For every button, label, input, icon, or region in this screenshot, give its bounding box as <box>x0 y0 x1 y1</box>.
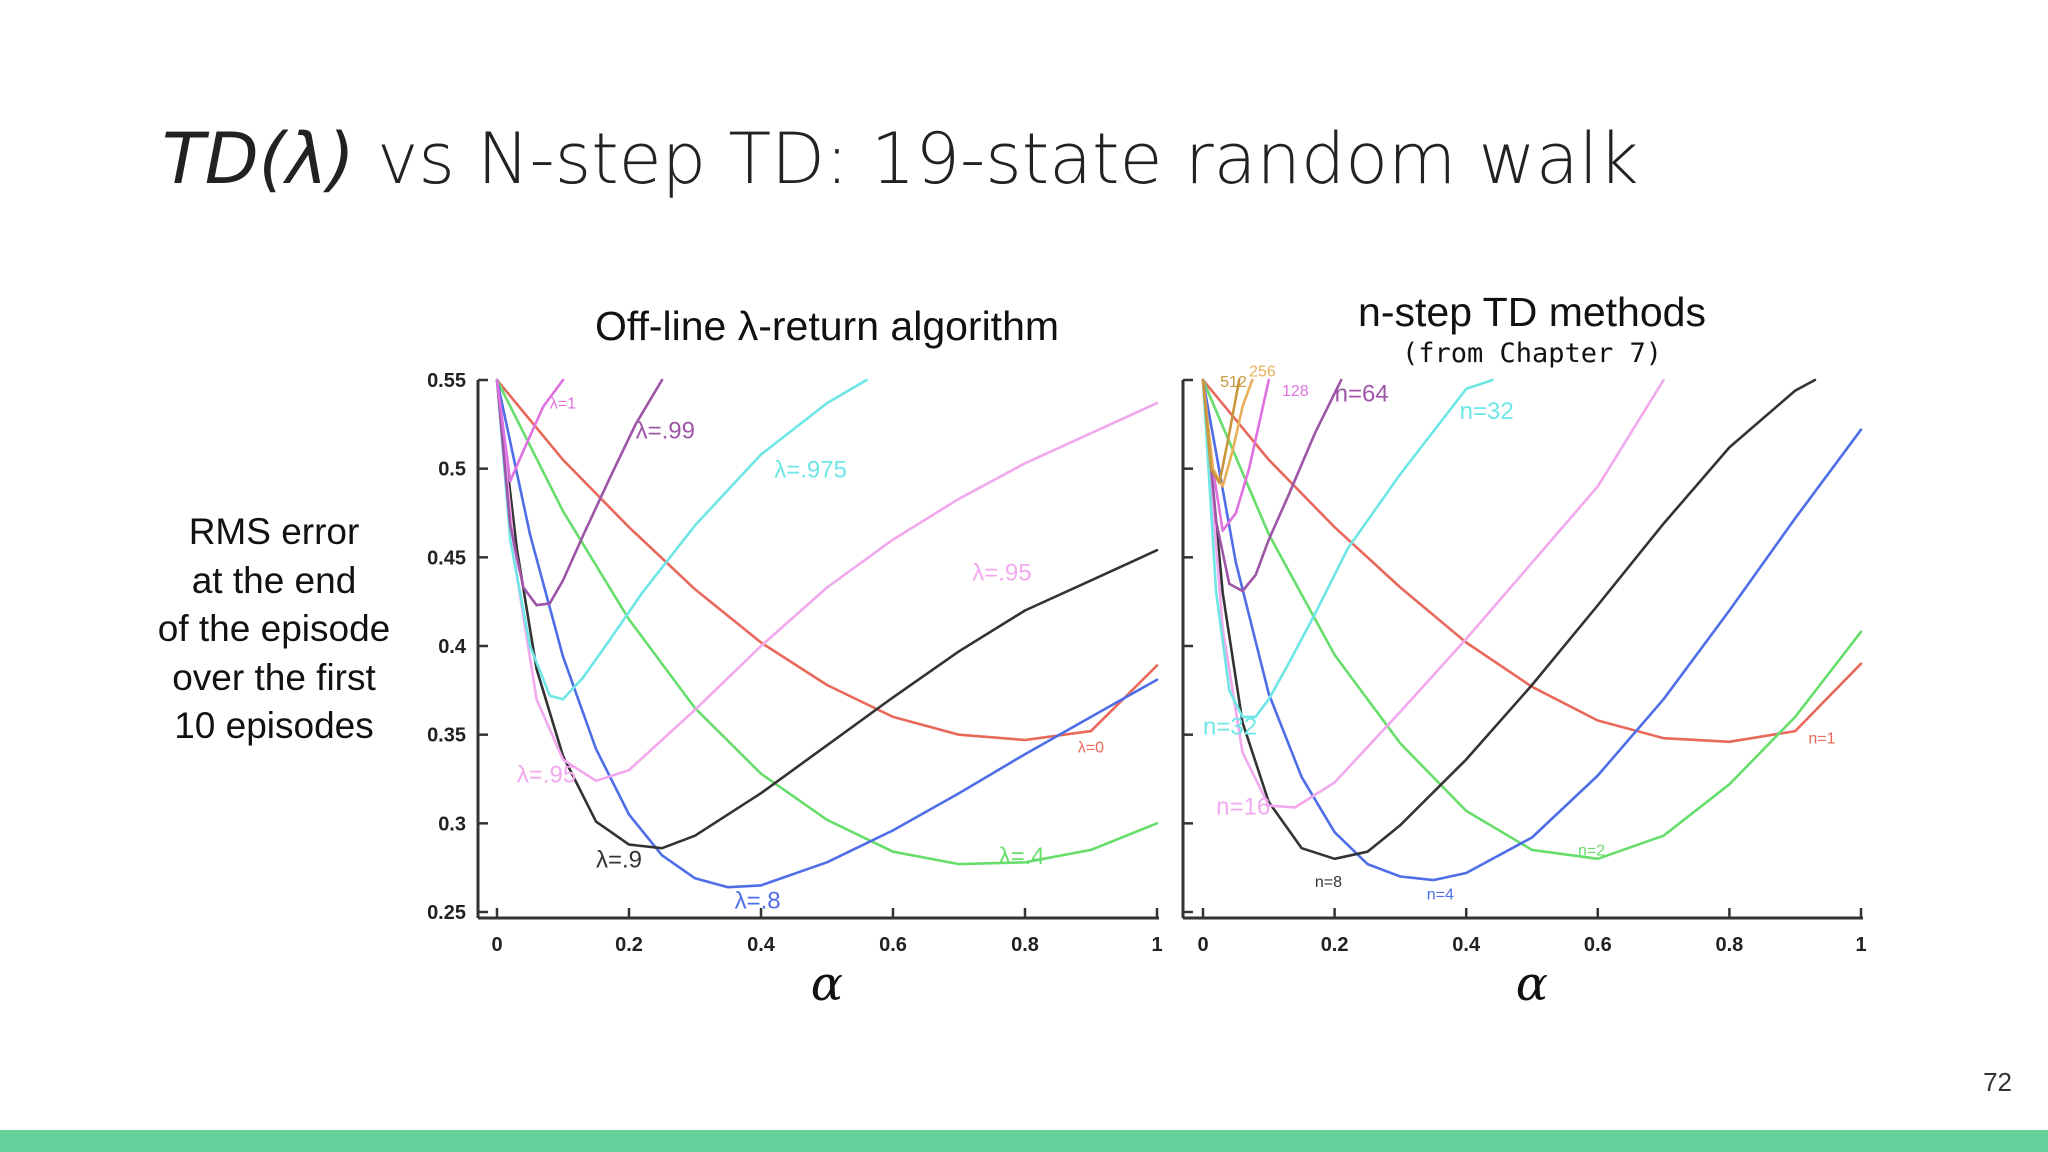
x-tick-label: 0 <box>491 934 502 956</box>
chart-title: n-step TD methods <box>1358 289 1706 335</box>
y-label-line: over the first <box>172 656 376 698</box>
series-line <box>495 378 565 483</box>
x-tick-label: 0.8 <box>1715 934 1743 956</box>
y-tick-label: 0.4 <box>438 636 467 658</box>
series-line <box>495 378 868 701</box>
series-label: n=16 <box>1216 793 1270 820</box>
series-label: n=4 <box>1427 887 1454 904</box>
series-label: λ=.95 <box>972 559 1031 586</box>
series-line <box>1201 378 1241 485</box>
series-line <box>495 378 1159 850</box>
series-label: λ=.95 <box>517 762 576 789</box>
series-line <box>1201 378 1665 809</box>
series-line <box>1201 378 1254 488</box>
series-label: λ=1 <box>550 395 576 412</box>
series-label: n=64 <box>1335 380 1389 407</box>
slide-number: 72 <box>1983 1067 2012 1097</box>
series-label: λ=.4 <box>999 843 1045 870</box>
x-tick-label: 0 <box>1197 934 1208 956</box>
series-label: λ=.9 <box>596 847 642 874</box>
series-label: n=32 <box>1460 398 1514 425</box>
y-label-line: 10 episodes <box>174 705 374 746</box>
series-line <box>495 378 1159 866</box>
x-tick-label: 0.4 <box>747 934 776 956</box>
series-label: 128 <box>1282 383 1309 400</box>
y-tick-label: 0.3 <box>438 813 466 835</box>
series-label: 256 <box>1249 363 1276 380</box>
series-line <box>1201 378 1863 861</box>
series-label: n=32 <box>1203 714 1257 741</box>
x-tick-label: 0.4 <box>1452 934 1481 956</box>
y-tick-label: 0.5 <box>438 459 466 481</box>
series-line <box>1201 378 1343 593</box>
footer-bar <box>0 1130 2048 1152</box>
series-line <box>1201 378 1863 882</box>
x-tick-label: 0.2 <box>1321 934 1349 956</box>
series-label: n=8 <box>1315 874 1342 891</box>
series-line <box>1201 378 1494 719</box>
series-label: 512 <box>1220 374 1247 391</box>
series-label: n=1 <box>1808 731 1835 748</box>
x-tick-label: 1 <box>1855 934 1866 956</box>
y-label-line: at the end <box>191 559 357 601</box>
x-tick-label: 0.6 <box>1584 934 1612 956</box>
series-label: λ=.975 <box>774 457 847 484</box>
y-axis-label: RMS error at the end of the episode over… <box>128 508 420 751</box>
x-tick-label: 0.8 <box>1011 934 1039 956</box>
y-tick-label: 0.45 <box>427 547 466 569</box>
series-label: λ=0 <box>1078 739 1104 756</box>
y-tick-label: 0.25 <box>427 902 466 924</box>
chart-subtitle: (from Chapter 7) <box>1402 338 1662 369</box>
x-tick-label: 0.2 <box>615 934 643 956</box>
x-axis-label: α <box>811 956 843 1012</box>
slide-title-italic: TD(λ) <box>162 118 355 200</box>
chart-panel-2: n-step TD methods(from Chapter 7) 0 0.2 0.4… <box>1181 289 1867 1012</box>
slide-title: TD(λ) vs N-step TD: 19-state random walk <box>162 118 1639 200</box>
y-tick-label: 0.55 <box>427 370 466 392</box>
series-line <box>495 378 664 607</box>
y-label-line: RMS error <box>188 511 360 552</box>
series-label: λ=.8 <box>735 887 781 914</box>
chart-panel-1: Off-line λ-return algorithm 0 0.2 0.4 0.6 0.8… <box>427 303 1163 1012</box>
series-line <box>1201 378 1817 861</box>
slide-title-rest: vs N-step TD: 19-state random walk <box>376 118 1639 200</box>
x-tick-label: 1 <box>1151 934 1162 956</box>
x-axis-label: α <box>1516 956 1548 1012</box>
x-tick-label: 0.6 <box>879 934 907 956</box>
series-label: n=2 <box>1578 842 1605 859</box>
chart-title: Off-line λ-return algorithm <box>595 303 1059 349</box>
series-line <box>495 378 1159 783</box>
y-tick-label: 0.35 <box>427 725 466 747</box>
series-line <box>495 378 1159 742</box>
y-label-line: of the episode <box>157 608 391 649</box>
series-label: λ=.99 <box>636 418 695 445</box>
